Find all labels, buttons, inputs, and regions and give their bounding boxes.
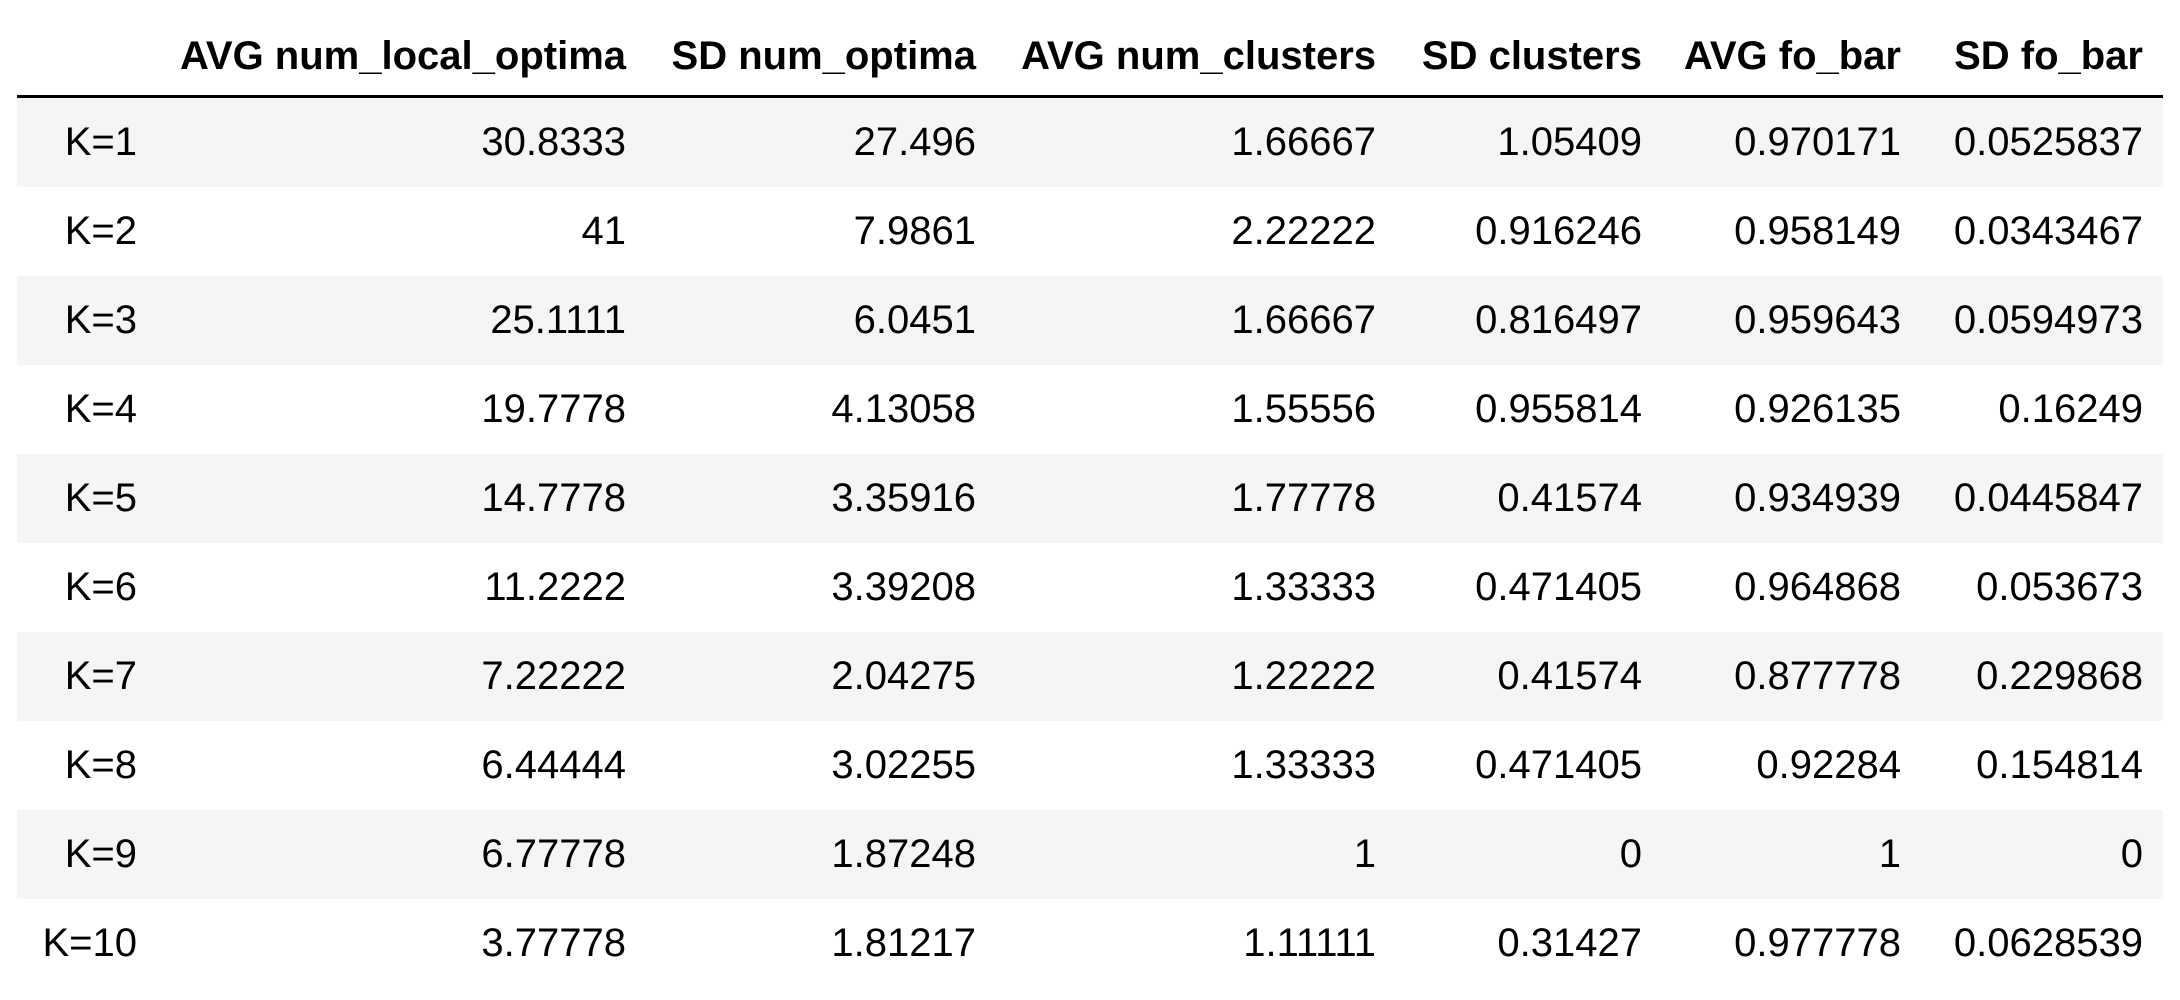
table-cell: 0.955814 xyxy=(1475,387,1642,431)
table-cell: 0.154814 xyxy=(1976,743,2143,787)
table-cell: 1.66667 xyxy=(1231,120,1376,164)
table-cell: 0.053673 xyxy=(1976,565,2143,609)
table-row: K=6 11.2222 3.39208 1.33333 0.471405 0.9… xyxy=(17,543,2163,632)
table-cell: 0.959643 xyxy=(1734,298,1901,342)
table-cell: 1.77778 xyxy=(1231,476,1376,520)
table-cell: 0 xyxy=(2120,832,2143,876)
table-cell: 19.7778 xyxy=(481,387,626,431)
table-row: K=8 6.44444 3.02255 1.33333 0.471405 0.9… xyxy=(17,721,2163,810)
row-label: K=7 xyxy=(64,654,137,698)
table-cell: 0.934939 xyxy=(1734,476,1901,520)
table-cell: 0.229868 xyxy=(1976,654,2143,698)
column-header: SD clusters xyxy=(1396,17,1662,98)
table-cell: 0.471405 xyxy=(1475,743,1642,787)
column-header: SD num_optima xyxy=(646,17,996,98)
index-column-header xyxy=(17,17,153,98)
table-cell: 1.81217 xyxy=(831,921,976,965)
table-row: K=2 41 7.9861 2.22222 0.916246 0.958149 … xyxy=(17,187,2163,276)
table-cell: 0.0594973 xyxy=(1953,298,2143,342)
column-header: AVG fo_bar xyxy=(1662,17,1921,98)
table-cell: 1.55556 xyxy=(1231,387,1376,431)
table-cell: 1.87248 xyxy=(831,832,976,876)
table-cell: 0.877778 xyxy=(1734,654,1901,698)
table-row: K=7 7.22222 2.04275 1.22222 0.41574 0.87… xyxy=(17,632,2163,721)
table-cell: 1.22222 xyxy=(1231,654,1376,698)
table-cell: 0.0525837 xyxy=(1953,120,2143,164)
table-row: K=1 30.8333 27.496 1.66667 1.05409 0.970… xyxy=(17,96,2163,187)
table-cell: 7.22222 xyxy=(481,654,626,698)
table-cell: 0.41574 xyxy=(1497,654,1642,698)
row-label: K=5 xyxy=(64,476,137,520)
column-header: AVG num_local_optima xyxy=(153,17,646,98)
table-cell: 0.958149 xyxy=(1734,209,1901,253)
table-cell: 6.77778 xyxy=(481,832,626,876)
column-header: SD fo_bar xyxy=(1921,17,2163,98)
table-header-row: AVG num_local_optima SD num_optima AVG n… xyxy=(17,17,2163,98)
table-cell: 0.471405 xyxy=(1475,565,1642,609)
table-cell: 0.0445847 xyxy=(1953,476,2143,520)
table-cell: 0.92284 xyxy=(1756,743,1901,787)
table-cell: 1.05409 xyxy=(1497,120,1642,164)
table-cell: 1.11111 xyxy=(1243,921,1376,965)
row-label: K=10 xyxy=(42,921,137,965)
table-cell: 1.66667 xyxy=(1231,298,1376,342)
row-label: K=1 xyxy=(64,120,137,164)
table-row: K=10 3.77778 1.81217 1.11111 0.31427 0.9… xyxy=(17,899,2163,988)
row-label: K=6 xyxy=(64,565,137,609)
table-cell: 11.2222 xyxy=(484,565,626,609)
table-cell: 1.33333 xyxy=(1231,743,1376,787)
column-header: AVG num_clusters xyxy=(996,17,1396,98)
table-row: K=9 6.77778 1.87248 1 0 1 0 xyxy=(17,810,2163,899)
row-label: K=8 xyxy=(64,743,137,787)
table-cell: 2.22222 xyxy=(1231,209,1376,253)
table-cell: 2.04275 xyxy=(831,654,976,698)
table-row: K=4 19.7778 4.13058 1.55556 0.955814 0.9… xyxy=(17,365,2163,454)
table-row: K=3 25.1111 6.0451 1.66667 0.816497 0.95… xyxy=(17,276,2163,365)
table-cell: 27.496 xyxy=(853,120,976,164)
table-cell: 0.926135 xyxy=(1734,387,1901,431)
table-cell: 0.0628539 xyxy=(1953,921,2143,965)
table-cell: 6.0451 xyxy=(853,298,976,342)
table-cell: 25.1111 xyxy=(490,298,626,342)
table-cell: 6.44444 xyxy=(481,743,626,787)
table-cell: 0.964868 xyxy=(1734,565,1901,609)
table-cell: 4.13058 xyxy=(831,387,976,431)
table-cell: 30.8333 xyxy=(481,120,626,164)
statistics-table: AVG num_local_optima SD num_optima AVG n… xyxy=(17,17,2163,988)
table-cell: 0.0343467 xyxy=(1953,209,2143,253)
table-cell: 0.31427 xyxy=(1497,921,1642,965)
row-label: K=4 xyxy=(64,387,137,431)
table-cell: 0.41574 xyxy=(1497,476,1642,520)
table-cell: 1.33333 xyxy=(1231,565,1376,609)
table-cell: 0.970171 xyxy=(1734,120,1901,164)
table-cell: 0 xyxy=(1619,832,1642,876)
row-label: K=3 xyxy=(64,298,137,342)
table-cell: 1 xyxy=(1878,832,1901,876)
table-cell: 3.39208 xyxy=(831,565,976,609)
table-cell: 3.02255 xyxy=(831,743,976,787)
table-cell: 3.35916 xyxy=(831,476,976,520)
table-cell: 0.916246 xyxy=(1475,209,1642,253)
table-cell: 3.77778 xyxy=(481,921,626,965)
table-cell: 1 xyxy=(1353,832,1376,876)
table-cell: 0.816497 xyxy=(1475,298,1642,342)
row-label: K=9 xyxy=(64,832,137,876)
table-cell: 14.7778 xyxy=(481,476,626,520)
table-cell: 41 xyxy=(581,209,627,253)
table-cell: 0.16249 xyxy=(1998,387,2143,431)
table-row: K=5 14.7778 3.35916 1.77778 0.41574 0.93… xyxy=(17,454,2163,543)
table-cell: 7.9861 xyxy=(853,209,976,253)
row-label: K=2 xyxy=(64,209,137,253)
table-cell: 0.977778 xyxy=(1734,921,1901,965)
